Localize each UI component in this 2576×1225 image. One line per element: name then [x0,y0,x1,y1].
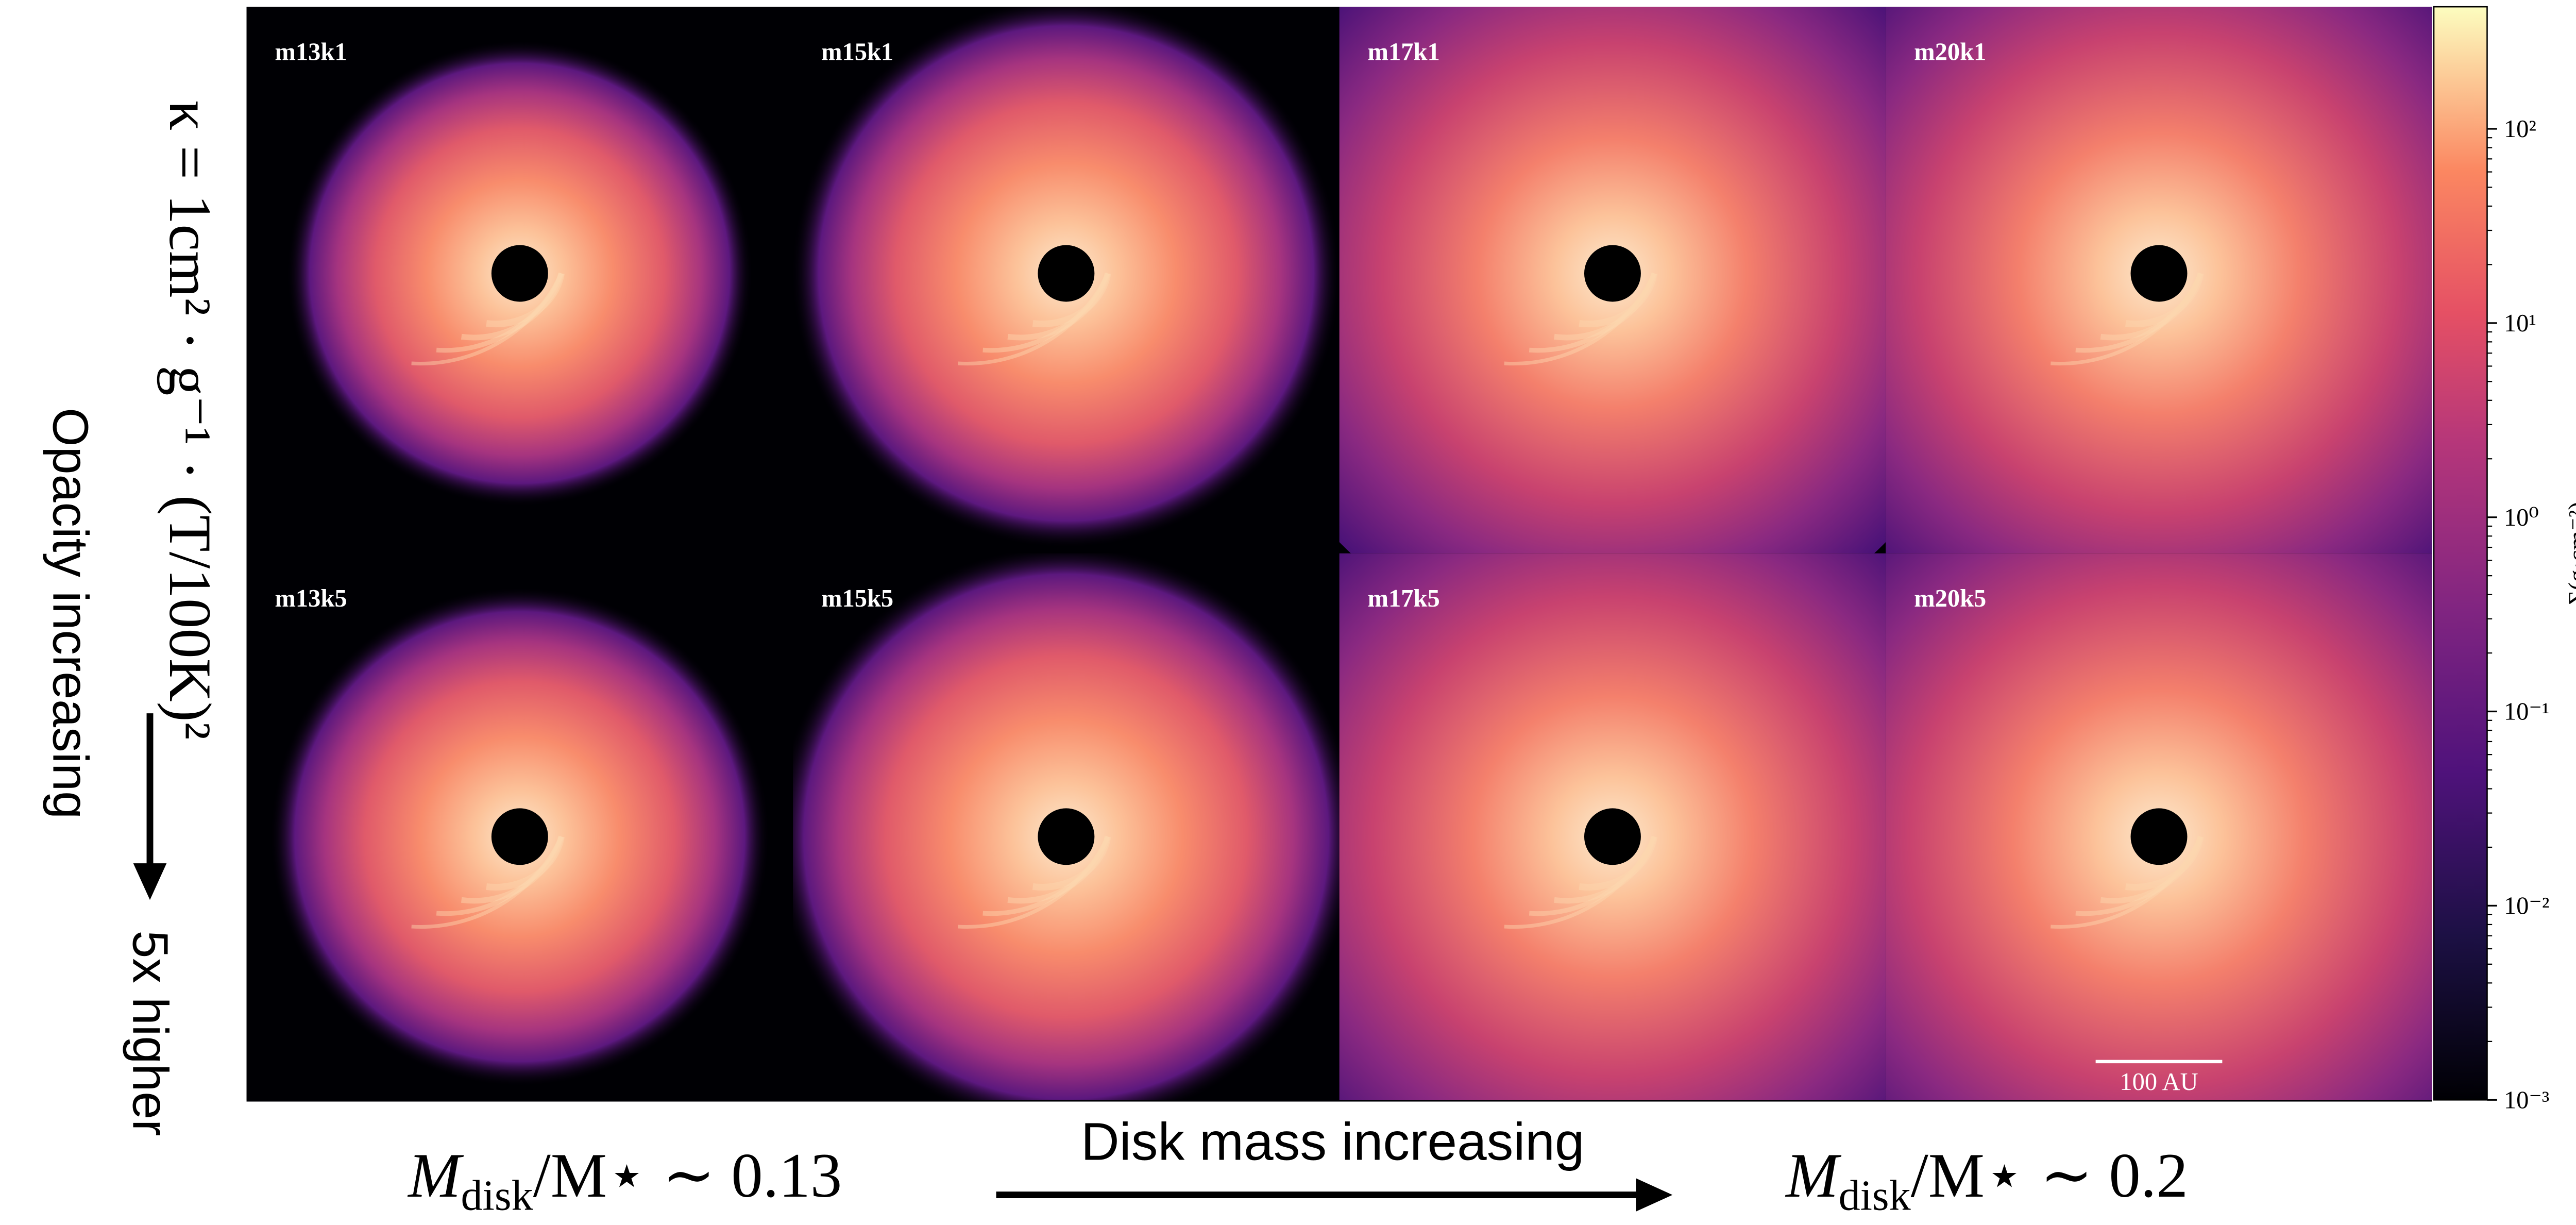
panel-label: m17k5 [1368,585,1440,612]
spiral-arm [2050,835,2202,929]
spiral-arm [2050,273,2202,366]
spiral-arm [958,273,1110,366]
panel-label: m13k5 [275,585,347,612]
spiral-arm [1504,273,1656,366]
central-hole [1584,808,1641,865]
colorbar-tick-label: 10⁻³ [2504,1086,2550,1114]
colorbar-tick-label: 10² [2504,115,2536,143]
central-hole [1038,808,1095,865]
spiral-arm [2100,272,2204,341]
panel-image [246,553,793,1100]
spiral-arm [461,272,564,341]
panel-label: m13k1 [275,39,347,66]
symbol: M [407,1140,464,1211]
central-hole [491,245,548,302]
spiral-arm [2075,272,2203,353]
colorbar-tick-label: 10⁻¹ [2504,698,2550,726]
spiral-arm [1032,836,1111,891]
central-hole [2130,808,2188,865]
opacity-formula: κ = 1cm² · g⁻¹ · (T/100K)² [157,100,223,740]
ratio: /M⋆ ∼ 0.2 [1911,1140,2188,1211]
panel-image [1886,7,2432,553]
opacity-end: 5x higher [123,930,179,1136]
scale-bar-label: 100 AU [2120,1068,2198,1096]
spiral-arm [958,835,1110,929]
spiral-arm [461,835,564,904]
spiral-arm [436,272,564,353]
mass-caption: Disk mass increasing [1081,1112,1584,1171]
spiral-arm [982,835,1110,916]
panel: m20k5 [1886,553,2432,1100]
spiral-arm [1579,836,1658,891]
colorbar-label: Σ(g·cm⁻²) [2564,502,2576,605]
panel-label: m15k1 [821,39,893,66]
panel-image [1886,553,2432,1100]
mass-right: Mdisk/M⋆ ∼ 0.2 [1785,1140,2188,1220]
panel-label: m20k1 [1914,39,1986,66]
spiral-arm [2100,835,2204,904]
spiral-arm [2125,273,2204,328]
panel-image [246,7,793,553]
subscript: disk [1839,1172,1911,1220]
spiral-arm [1529,272,1656,353]
panel-image [793,553,1340,1100]
colorbar-tick-label: 10¹ [2504,310,2536,337]
colorbar [2433,6,2488,1101]
spiral-arm [1554,835,1657,904]
central-hole [1584,245,1641,302]
spiral-arm [2075,835,2203,916]
spiral-arm [1579,273,1658,328]
spiral-arm [486,273,565,328]
spiral-arm [1554,272,1657,341]
mass-arrowhead [1636,1178,1673,1212]
ratio: /M⋆ ∼ 0.13 [533,1140,842,1211]
spiral-arm [1529,835,1656,916]
panel-grid: m13k1 m15k1 m17k1 m20k1 m13k5 m15k5 m17k5 m20k5 [246,7,2432,1100]
spiral-arm [1007,835,1111,904]
panel: m17k5 [1339,553,1886,1100]
central-hole [491,808,548,865]
panel: m15k5 [793,553,1340,1100]
spiral-arm [982,272,1110,353]
panel: m17k1 [1339,7,1886,553]
panel-image [1339,7,1886,553]
panel-label: m15k5 [821,585,893,612]
symbol: M [1785,1140,1841,1211]
central-hole [2130,245,2188,302]
panel: m13k5 [246,553,793,1100]
panel-label: m17k1 [1368,39,1440,66]
subscript: disk [461,1172,534,1220]
spiral-arm [486,836,565,891]
spiral-arm [411,273,563,366]
panel: m20k1 [1886,7,2432,553]
opacity-arrowhead [133,863,167,900]
panel: m15k1 [793,7,1340,553]
mass-left: Mdisk/M⋆ ∼ 0.13 [407,1140,842,1220]
spiral-arm [1032,273,1111,328]
spiral-arm [436,835,564,916]
colorbar-tick-label: 10⁰ [2504,504,2539,531]
panel-image [793,7,1340,553]
panel-image [1339,553,1886,1100]
spiral-arm [1007,272,1111,341]
panel: m13k1 [246,7,793,553]
spiral-arm [2125,836,2204,891]
spiral-arm [1504,835,1656,929]
central-hole [1038,245,1095,302]
spiral-arm [411,835,563,929]
opacity-caption: Opacity increasing [42,408,98,819]
colorbar-tick-label: 10⁻² [2504,893,2550,920]
panel-label: m20k5 [1914,585,1986,612]
